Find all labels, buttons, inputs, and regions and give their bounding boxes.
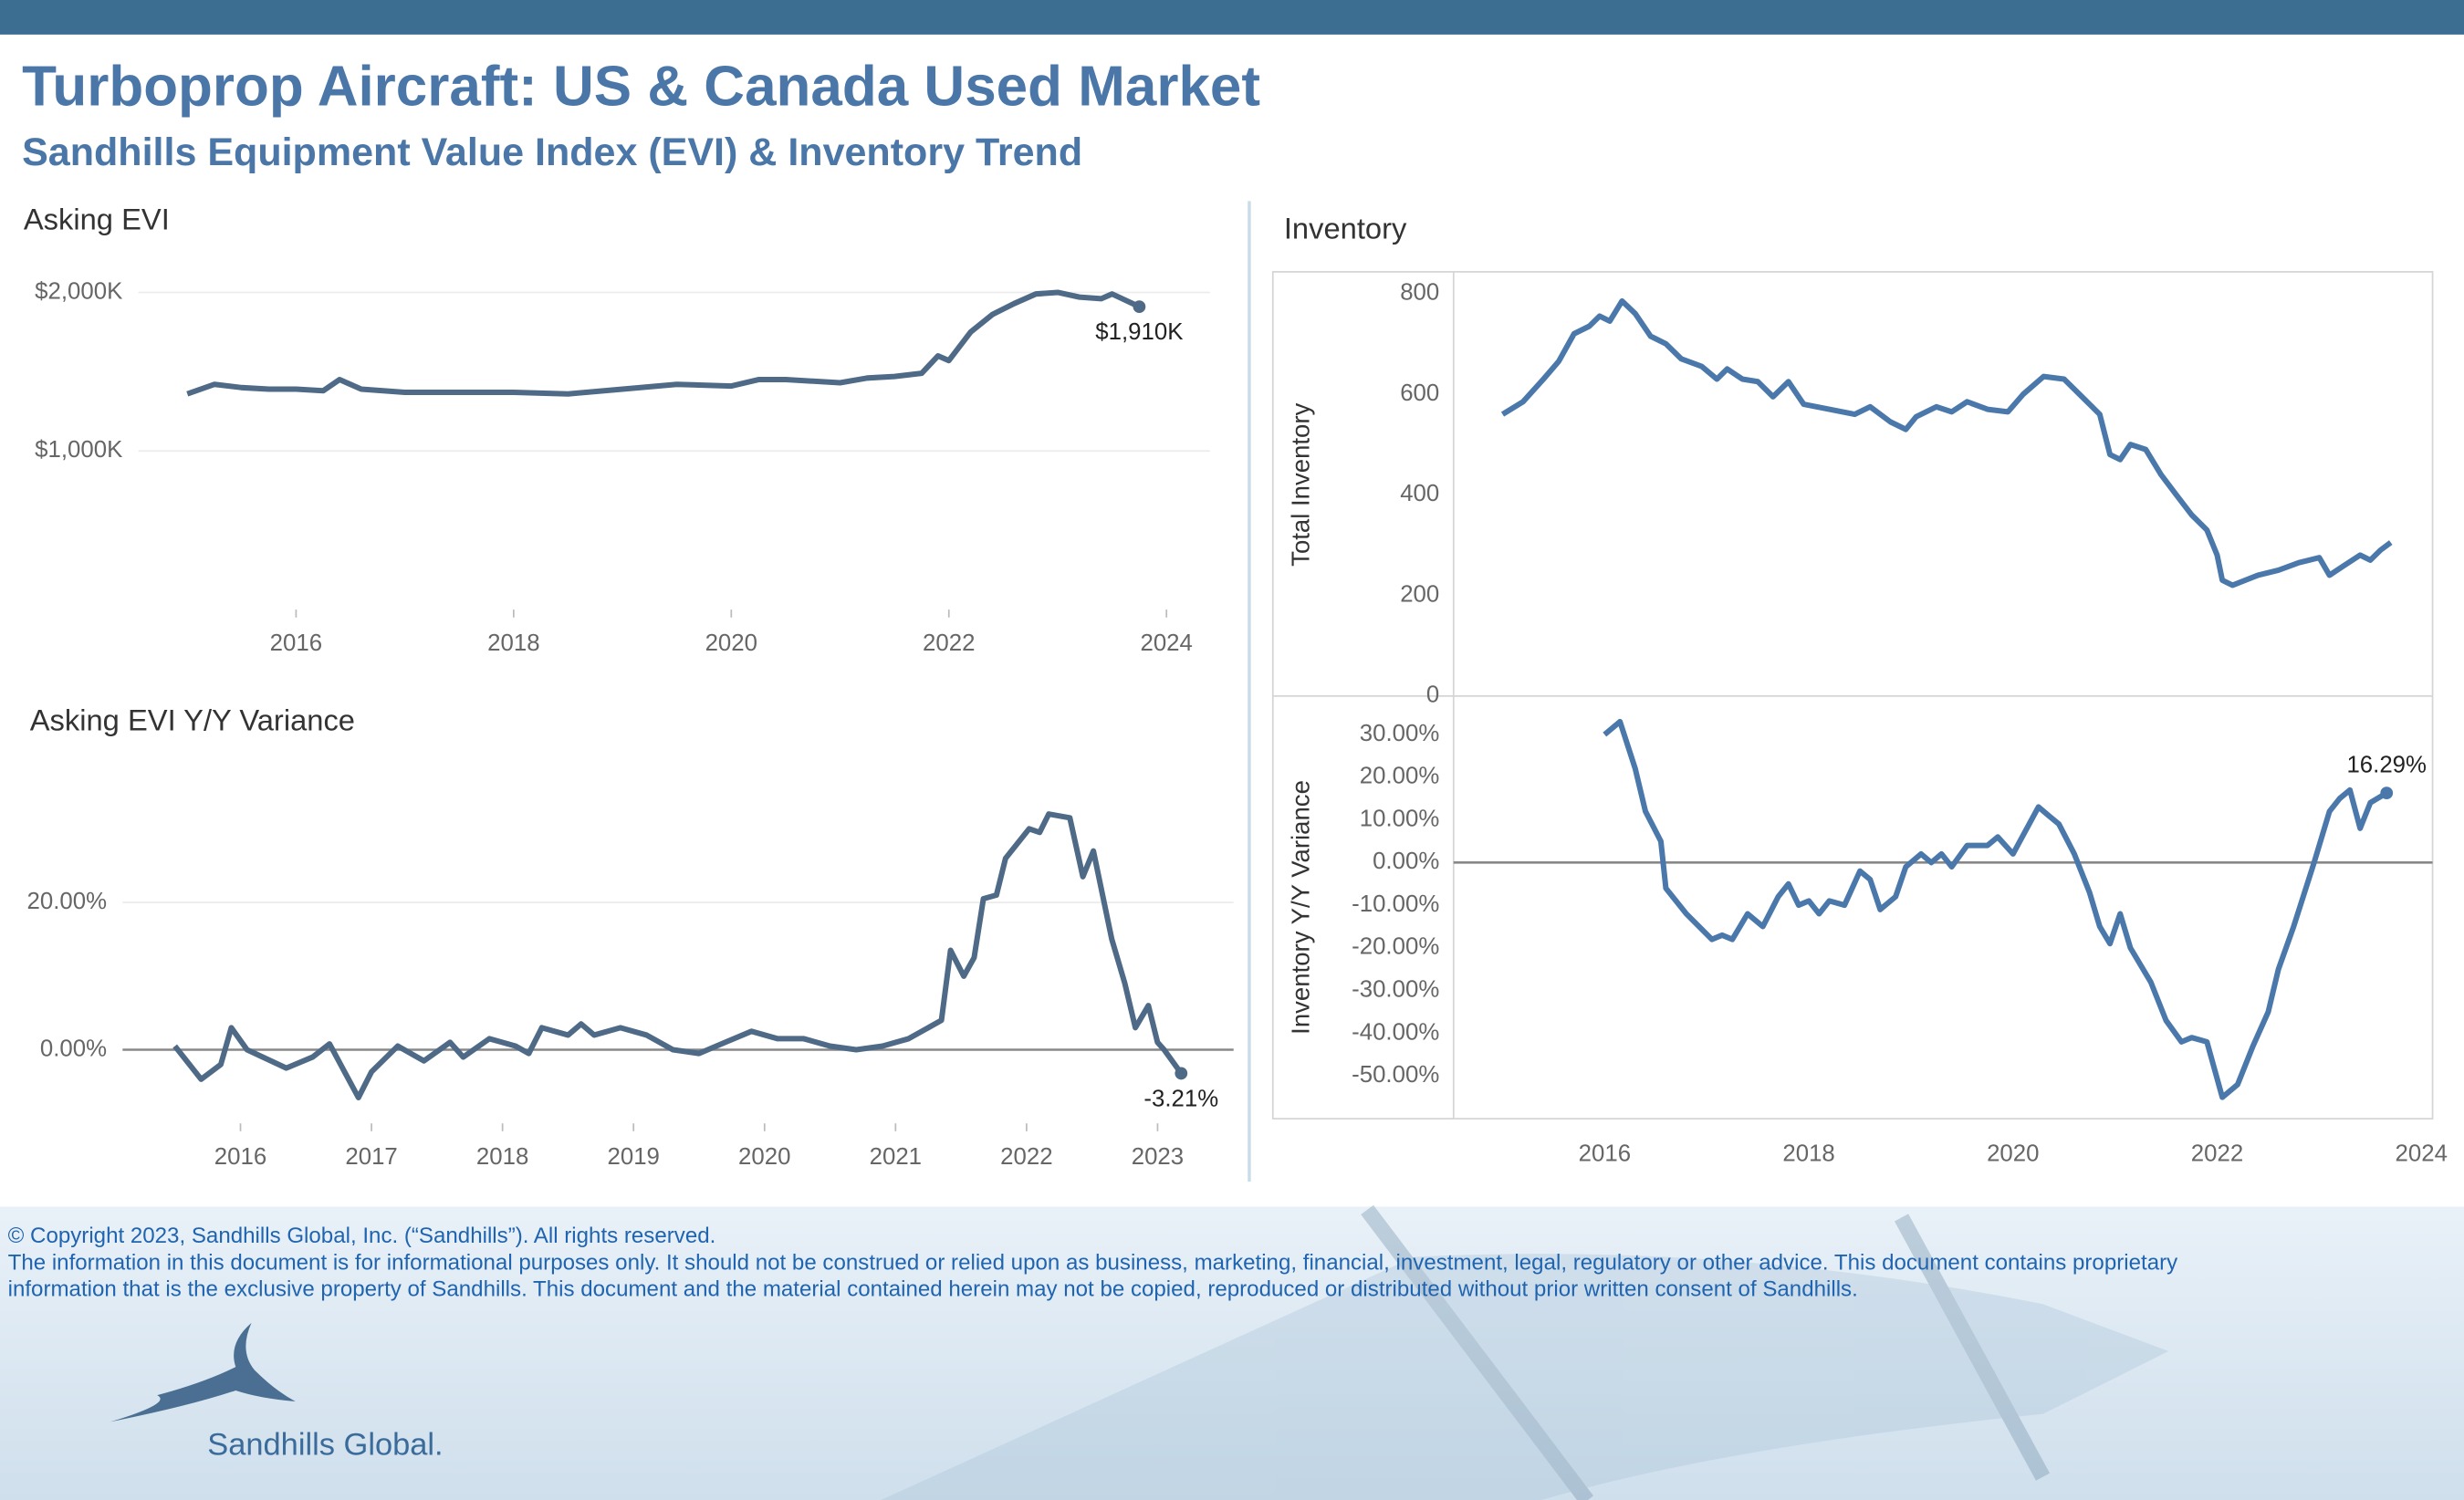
top-band [0, 0, 2464, 35]
page-subtitle: Sandhills Equipment Value Index (EVI) & … [22, 130, 1082, 174]
x-tick-label: 2016 [214, 1144, 266, 1170]
y-tick-label: $1,000K [35, 437, 122, 463]
plane-backdrop [881, 1204, 2169, 1500]
end-point [2380, 786, 2394, 799]
x-tick-label: 2022 [1000, 1144, 1052, 1170]
value-label: -3.21% [1143, 1087, 1218, 1112]
x-tick-label: 2018 [1782, 1141, 1834, 1167]
y-tick-label: $2,000K [35, 278, 122, 304]
y-tick-label: 0 [1426, 682, 1439, 708]
y-axis-label: Inventory Y/Y Variance [1286, 780, 1314, 1035]
y-tick-label: -10.00% [1352, 891, 1439, 917]
x-tick-label: 2020 [705, 630, 757, 656]
value-label: $1,910K [1095, 319, 1183, 345]
series-line [1500, 297, 2393, 589]
end-point [1133, 300, 1146, 313]
y-tick-label: -50.00% [1352, 1062, 1439, 1088]
series-line [172, 811, 1184, 1101]
x-tick-label: 2021 [870, 1144, 922, 1170]
series-line [1603, 718, 2388, 1100]
y-tick-label: -30.00% [1352, 977, 1439, 1003]
x-tick-label: 2023 [1132, 1144, 1184, 1170]
disclaimer-line: The information in this document is for … [8, 1250, 2178, 1275]
footer-band [0, 1206, 2464, 1500]
x-tick-label: 2020 [1987, 1141, 2039, 1167]
x-tick-label: 2017 [345, 1144, 397, 1170]
y-tick-label: 20.00% [1360, 764, 1440, 789]
end-point [1175, 1067, 1188, 1080]
y-tick-label: 0.00% [40, 1036, 107, 1061]
y-tick-label: 800 [1400, 280, 1439, 306]
y-tick-label: 10.00% [1360, 806, 1440, 831]
chart-title: Inventory [1284, 212, 1407, 245]
value-label: 16.29% [2346, 753, 2427, 778]
chart-title: Asking EVI [24, 202, 170, 235]
x-tick-label: 2018 [476, 1144, 528, 1170]
y-tick-label: 200 [1400, 581, 1439, 607]
y-axis-label: Total Inventory [1286, 402, 1314, 566]
series-line [186, 289, 1141, 397]
y-tick-label: 400 [1400, 481, 1439, 506]
y-tick-label: 30.00% [1360, 721, 1440, 746]
x-tick-label: 2018 [487, 630, 539, 656]
x-tick-label: 2016 [270, 630, 322, 656]
charts: Asking EVI $1,000K $2,000K 2016 2018 2020 2022… [24, 202, 2448, 1170]
x-tick-label: 2022 [923, 630, 975, 656]
page-title: Turboprop Aircraft: US & Canada Used Mar… [22, 55, 1260, 118]
x-tick-label: 2016 [1579, 1141, 1631, 1167]
disclaimer-line: information that is the exclusive proper… [8, 1277, 1858, 1302]
copyright: © Copyright 2023, Sandhills Global, Inc.… [8, 1224, 716, 1248]
x-tick-label: 2024 [2396, 1141, 2448, 1167]
chart-title: Asking EVI Y/Y Variance [30, 703, 355, 737]
x-tick-label: 2022 [2191, 1141, 2243, 1167]
x-tick-label: 2019 [607, 1144, 659, 1170]
y-tick-label: -40.00% [1352, 1019, 1439, 1045]
y-tick-label: 20.00% [27, 889, 108, 914]
x-tick-label: 2024 [1140, 630, 1192, 656]
y-tick-label: -20.00% [1352, 934, 1439, 960]
y-tick-label: 0.00% [1373, 849, 1439, 874]
logo-text: Sandhills Global. [207, 1428, 443, 1463]
x-tick-label: 2020 [738, 1144, 790, 1170]
y-tick-label: 600 [1400, 380, 1439, 406]
